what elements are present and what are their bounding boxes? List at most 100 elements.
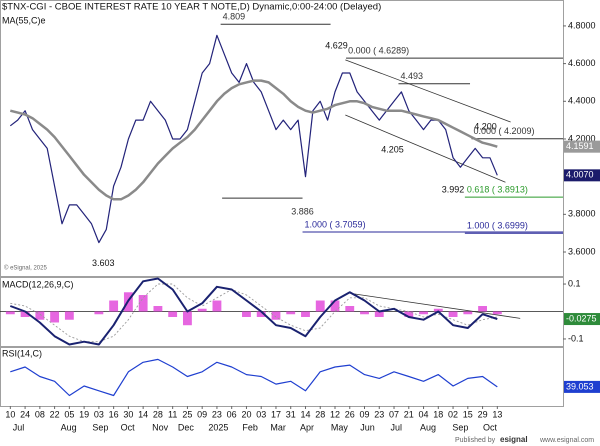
footer-logo: esignal (500, 435, 528, 444)
x-tick-label: 17 (271, 409, 281, 419)
last-value-label: 39.053 (566, 381, 594, 391)
x-tick-label: 03 (256, 409, 266, 419)
series-line (9, 277, 498, 346)
series-line (9, 79, 498, 201)
point-label: 4.629 (325, 41, 348, 51)
histogram-bar (35, 311, 45, 320)
y-tick-label: -0.1 (568, 333, 584, 343)
histogram-bar (242, 311, 251, 317)
x-month-label: May (331, 422, 349, 432)
x-tick-label: 07 (389, 409, 399, 419)
y-tick-label: 4.8000 (568, 20, 596, 30)
histogram-bar (64, 311, 74, 320)
x-tick-label: 04 (419, 409, 429, 419)
last-value-box (564, 380, 600, 393)
level-label: 4.493 (400, 71, 423, 81)
x-tick-label: 06 (227, 409, 237, 419)
x-month-label: Nov (152, 422, 169, 432)
histogram-bar (138, 295, 148, 312)
x-tick-label: 08 (35, 409, 45, 419)
x-tick-label: 16 (109, 409, 119, 419)
last-value-box (564, 169, 600, 182)
histogram-bar (153, 306, 163, 312)
histogram-bar (345, 306, 355, 312)
x-month-label: 2025 (208, 422, 228, 432)
y-tick-label: 4.2000 (568, 133, 596, 143)
x-tick-label: 09 (197, 409, 207, 419)
x-month-label: Sep (452, 422, 468, 432)
x-tick-label: 14 (138, 409, 148, 419)
x-tick-label: 02 (448, 409, 458, 419)
panel-frame (0, 277, 564, 347)
point-label: 3.992 (442, 185, 465, 195)
histogram-bar (197, 308, 207, 312)
histogram-bar (419, 311, 428, 315)
histogram-bar (478, 306, 487, 312)
x-tick-label: 23 (212, 409, 222, 419)
x-month-label: Sep (92, 422, 108, 432)
copyright: © eSignal, 2025 (4, 265, 47, 272)
x-tick-label: 22 (50, 409, 60, 419)
point-label: 4.205 (381, 144, 404, 154)
histogram-bar (50, 311, 60, 323)
histogram-bar (271, 311, 281, 320)
x-month-label: Mar (270, 422, 286, 432)
level-label: 1.000 ( 3.6999) (467, 221, 528, 231)
histogram-bar (433, 308, 443, 312)
y-tick-label: 3.8000 (568, 209, 596, 219)
x-month-label: Apr (300, 422, 314, 432)
x-tick-label: 28 (153, 409, 163, 419)
point-label: 3.603 (92, 258, 115, 268)
y-tick-label: 0.1 (568, 278, 581, 288)
panel-title: MACD(12,26,9,C) (2, 279, 74, 289)
last-value-label: 4.1591 (566, 141, 594, 151)
level-label: 3.886 (291, 207, 314, 217)
x-tick-label: 25 (182, 409, 192, 419)
series-line (10, 358, 498, 397)
x-tick-label: 12 (330, 409, 340, 419)
y-tick-label: 4.4000 (568, 96, 596, 106)
x-tick-label: 03 (94, 409, 104, 419)
last-value-box (564, 140, 600, 153)
histogram-bar (330, 300, 340, 312)
x-tick-label: 19 (79, 409, 89, 419)
trend-line (345, 114, 506, 183)
histogram-bar (286, 311, 296, 315)
histogram-bar (256, 311, 266, 317)
x-month-label: Aug (61, 422, 77, 432)
level-label: 0.000 ( 4.6289) (348, 46, 409, 56)
histogram-bar (94, 311, 104, 315)
x-month-label: Feb (242, 422, 258, 432)
x-month-label: Dec (178, 422, 195, 432)
y-tick-label: 4.6000 (568, 58, 596, 68)
series-line (9, 34, 498, 244)
y-tick-label: 3.6000 (568, 246, 596, 256)
x-tick-label: 21 (404, 409, 414, 419)
x-month-label: Jun (360, 422, 375, 432)
level-label: 4.809 (223, 12, 246, 22)
x-tick-label: 10 (5, 409, 15, 419)
level-label: 0.000 ( 4.2009) (474, 126, 535, 136)
point-label: 4.200 (474, 121, 497, 131)
histogram-bar (5, 311, 15, 315)
panel-title: RSI(14,C) (2, 348, 42, 358)
histogram-bar (448, 311, 458, 317)
histogram-bar (20, 311, 30, 317)
x-tick-label: 30 (123, 409, 133, 419)
x-tick-label: 26 (345, 409, 355, 419)
last-value-box (564, 313, 600, 326)
x-tick-label: 15 (463, 409, 473, 419)
trend-line (345, 59, 511, 123)
x-tick-label: 20 (241, 409, 251, 419)
x-tick-label: 14 (300, 409, 310, 419)
histogram-bar (182, 311, 192, 326)
x-month-label: Oct (121, 422, 136, 432)
histogram-bar (463, 311, 473, 315)
x-tick-label: 13 (492, 409, 502, 419)
x-tick-label: 29 (478, 409, 488, 419)
x-month-label: Oct (483, 422, 498, 432)
histogram-bar (360, 311, 369, 315)
last-value-label: -0.0275 (566, 313, 597, 323)
footer-published: Published by (455, 437, 496, 444)
